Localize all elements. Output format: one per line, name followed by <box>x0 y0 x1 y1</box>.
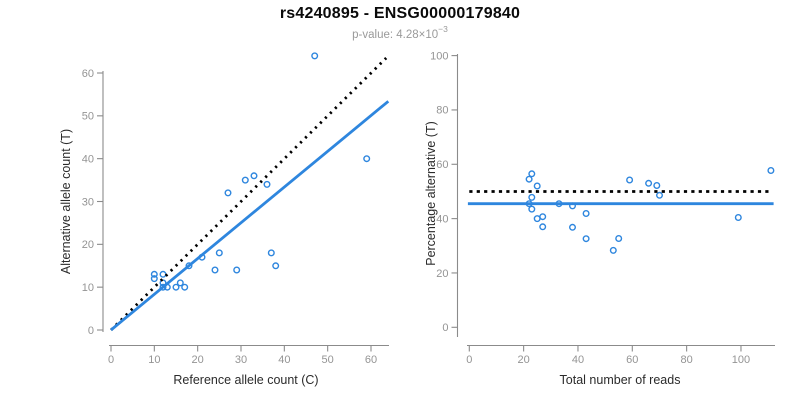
x-tick-label: 60 <box>365 354 377 366</box>
data-point <box>215 249 223 257</box>
y-tick-label: 60 <box>82 68 94 80</box>
identity-line <box>110 57 388 331</box>
data-point <box>656 191 664 199</box>
page-title: rs4240895 - ENSG00000179840 <box>279 5 521 22</box>
right-xaxis-label: Total number of reads <box>560 373 681 387</box>
x-tick-label: 40 <box>278 354 290 366</box>
pvalue-prefix: p-value: 4.28 <box>352 28 419 41</box>
x-tick-label: 20 <box>518 354 530 366</box>
data-point <box>159 283 167 291</box>
x-tick-label: 60 <box>626 354 638 366</box>
data-point <box>159 270 167 278</box>
data-point <box>241 176 249 184</box>
left-plot-marks: 0 10 20 30 40 50 60 0 10 20 30 40 50 60 <box>82 52 390 366</box>
data-point <box>582 235 590 243</box>
right-scatter-plot: 0 20 40 60 80 100 0 20 40 60 80 100 Total number of… <box>424 50 775 387</box>
data-point <box>150 275 158 283</box>
left-xaxis-label: Reference allele count (C) <box>173 373 318 387</box>
data-point <box>569 223 577 231</box>
y-tick-label: 80 <box>436 105 448 117</box>
data-point <box>626 176 634 184</box>
data-point <box>272 262 280 270</box>
left-yaxis-label: Alternative allele count (T) <box>59 129 73 274</box>
data-point <box>176 279 184 287</box>
data-point <box>528 205 536 213</box>
y-tick-label: 0 <box>88 325 94 337</box>
subtitle-pvalue: p-value: 4.28×10−3 <box>0 24 800 41</box>
data-point <box>363 155 371 163</box>
y-tick-label: 40 <box>436 213 448 225</box>
x-tick-label: 20 <box>192 354 204 366</box>
left-scatter-plot: 0 10 20 30 40 50 60 0 10 20 30 40 50 60 Reference all… <box>59 52 390 387</box>
right-plot-marks: 0 20 40 60 80 100 0 20 40 60 80 100 <box>430 50 775 366</box>
data-point <box>181 283 189 291</box>
data-point <box>150 270 158 278</box>
data-point <box>528 193 536 201</box>
data-point <box>172 283 180 291</box>
data-point <box>528 170 536 178</box>
y-tick-label: 50 <box>82 111 94 123</box>
data-point <box>609 246 617 254</box>
data-point <box>533 182 541 190</box>
x-tick-label: 10 <box>148 354 160 366</box>
pvalue-exponent: −3 <box>438 24 448 34</box>
x-tick-label: 40 <box>572 354 584 366</box>
x-tick-label: 100 <box>732 354 750 366</box>
data-point <box>767 166 775 174</box>
y-tick-label: 0 <box>442 322 448 334</box>
y-tick-label: 20 <box>82 239 94 251</box>
data-point <box>525 175 533 183</box>
data-point <box>267 249 275 257</box>
data-point <box>582 209 590 217</box>
y-tick-label: 30 <box>82 196 94 208</box>
y-tick-label: 20 <box>436 268 448 280</box>
y-tick-label: 100 <box>430 50 448 62</box>
data-point <box>185 262 193 270</box>
data-point <box>233 266 241 274</box>
data-point <box>263 180 271 188</box>
y-tick-label: 60 <box>436 159 448 171</box>
x-tick-label: 80 <box>681 354 693 366</box>
data-point <box>539 213 547 221</box>
data-point <box>539 223 547 231</box>
data-point <box>533 215 541 223</box>
right-yaxis-label: Percentage alternative (T) <box>424 121 438 266</box>
x-tick-label: 30 <box>235 354 247 366</box>
fit-line <box>110 100 390 332</box>
data-point <box>311 52 319 60</box>
data-point <box>734 213 742 221</box>
y-tick-label: 40 <box>82 153 94 165</box>
x-tick-label: 50 <box>322 354 334 366</box>
x-tick-label: 0 <box>108 354 114 366</box>
data-point <box>211 266 219 274</box>
y-tick-label: 10 <box>82 282 94 294</box>
data-point <box>615 234 623 242</box>
data-point <box>250 172 258 180</box>
data-point <box>653 181 661 189</box>
x-tick-label: 0 <box>466 354 472 366</box>
pvalue-base: ×10 <box>418 28 439 41</box>
data-point <box>224 189 232 197</box>
data-point <box>645 179 653 187</box>
